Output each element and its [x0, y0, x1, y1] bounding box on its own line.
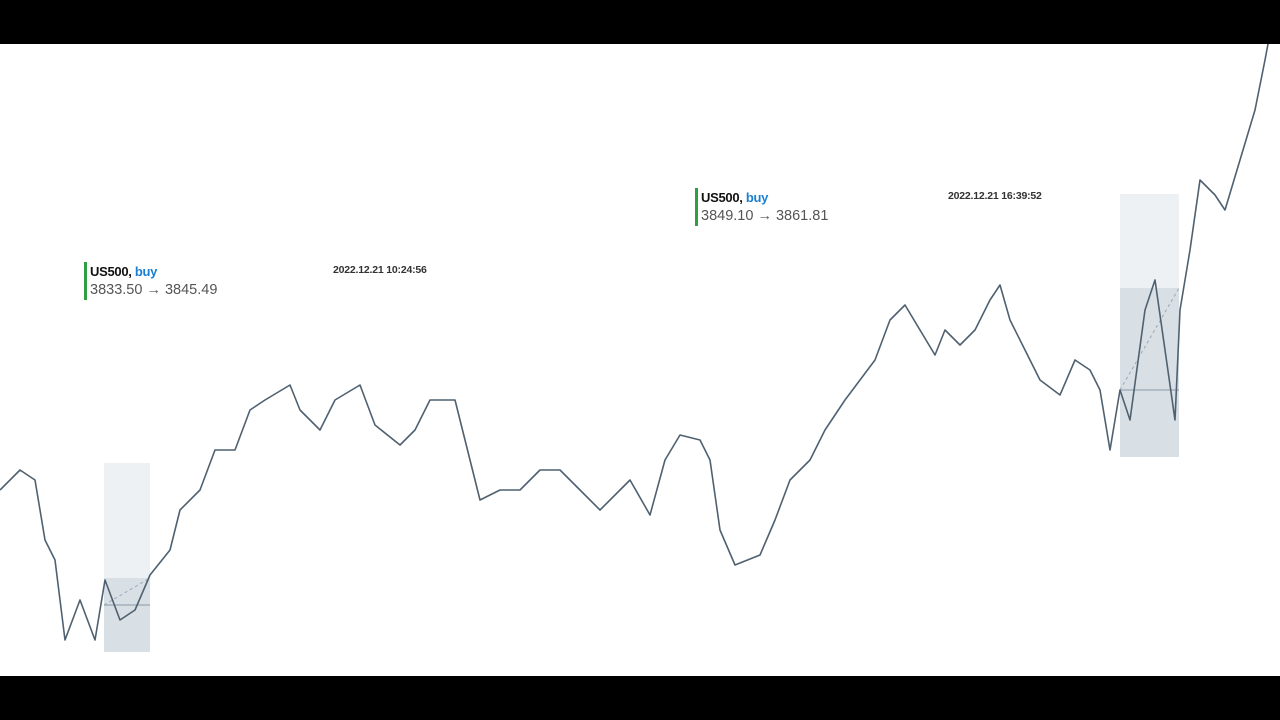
arrow: →	[146, 282, 161, 298]
exit-price: 3861.81	[775, 208, 829, 224]
side: buy	[134, 264, 158, 279]
entry-price: 3833.50	[90, 282, 143, 298]
price-chart	[0, 44, 1269, 652]
symbol: US500,	[90, 264, 132, 279]
target-zone	[104, 463, 150, 578]
trade-path	[103, 577, 151, 606]
price-line	[0, 44, 1269, 641]
trade-zone	[1120, 288, 1179, 457]
chart-area: US500, buy 3833.50 → 3845.49 2022.12.21 …	[0, 44, 1280, 676]
target-zone	[1120, 194, 1179, 288]
trade-label: US500, buy 3833.50 → 3845.49	[84, 262, 217, 300]
symbol: US500,	[701, 190, 743, 205]
arrow: →	[757, 208, 772, 224]
exit-price: 3845.49	[164, 282, 218, 298]
side: buy	[745, 190, 769, 205]
trade-time: 2022.12.21 16:39:52	[948, 190, 1042, 202]
trade-path	[1119, 287, 1180, 391]
trade-time: 2022.12.21 10:24:56	[333, 264, 427, 276]
entry-price: 3849.10	[701, 208, 754, 224]
trade-label: US500, buy 3849.10 → 3861.81	[695, 188, 828, 226]
